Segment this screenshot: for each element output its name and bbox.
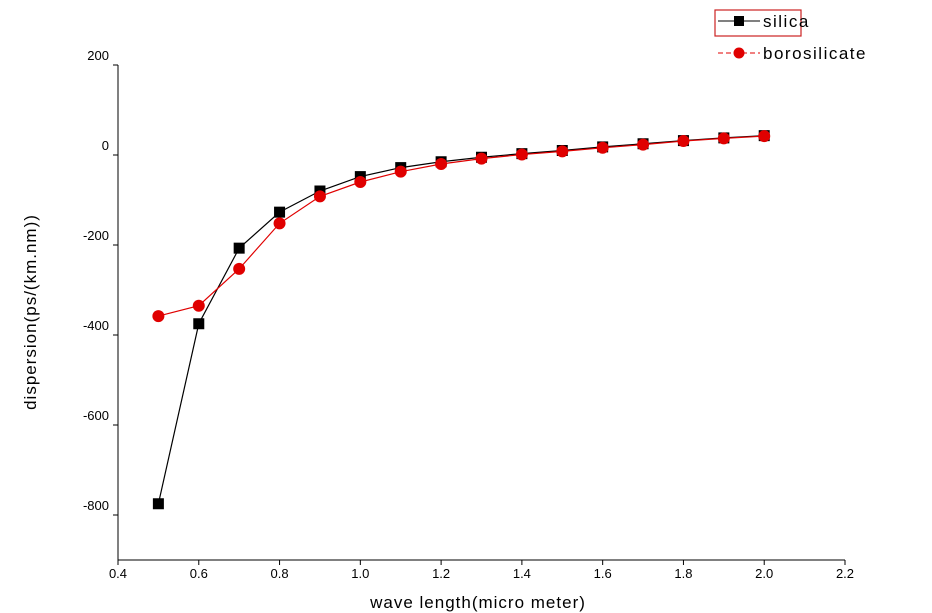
series-borosilicate — [152, 130, 771, 323]
y-tick-label: -800 — [83, 498, 109, 513]
data-point-borosilicate — [273, 217, 286, 230]
x-tick-label: 1.6 — [594, 566, 612, 581]
data-point-borosilicate — [354, 176, 367, 188]
x-tick-label: 0.8 — [271, 566, 289, 581]
legend: silica borosilicate — [714, 9, 867, 63]
data-point-borosilicate — [637, 138, 650, 151]
data-point-borosilicate — [556, 145, 569, 158]
data-point-silica — [233, 242, 245, 254]
data-point-silica — [274, 206, 286, 218]
legend-label-silica: silica — [763, 12, 810, 31]
x-tick-label: 1.8 — [674, 566, 692, 581]
legend-highlight-box — [714, 9, 802, 37]
ticks: 200 0 -200 -400 -600 -800 0.4 0.6 0.8 1.0 1.2 1.4 1.… — [83, 48, 854, 581]
legend-entry-silica: silica — [718, 12, 810, 31]
data-point-borosilicate — [717, 132, 730, 145]
data-point-borosilicate — [152, 310, 165, 323]
data-point-silica — [152, 498, 164, 510]
y-tick-label: -200 — [83, 228, 109, 243]
legend-marker-silica — [734, 16, 744, 26]
x-tick-label: 1.2 — [432, 566, 450, 581]
series-line-silica — [157, 135, 765, 504]
data-point-borosilicate — [394, 165, 407, 178]
x-axis-title: wave length(micro meter) — [369, 593, 586, 612]
y-tick-label: -600 — [83, 408, 109, 423]
legend-entry-borosilicate: borosilicate — [718, 44, 867, 63]
y-tick-label: 200 — [87, 48, 109, 63]
data-point-borosilicate — [475, 152, 488, 165]
y-tick-label: 0 — [102, 138, 109, 153]
x-tick-label: 0.4 — [109, 566, 127, 581]
x-tick-label: 1.4 — [513, 566, 531, 581]
legend-label-borosilicate: borosilicate — [763, 44, 867, 63]
data-point-borosilicate — [233, 262, 246, 275]
y-axis-title: dispersion(ps/(km.nm)) — [21, 214, 40, 410]
series-layer — [152, 130, 771, 510]
x-tick-label: 2.0 — [755, 566, 773, 581]
data-point-borosilicate — [758, 130, 771, 143]
data-point-silica — [193, 318, 205, 330]
series-line-borosilicate — [158, 135, 765, 317]
data-point-borosilicate — [192, 299, 205, 312]
x-tick-label: 1.0 — [351, 566, 369, 581]
data-point-borosilicate — [435, 158, 448, 170]
data-point-borosilicate — [313, 190, 326, 203]
series-silica — [152, 130, 770, 510]
y-tick-label: -400 — [83, 318, 109, 333]
x-tick-label: 2.2 — [836, 566, 854, 581]
x-tick-label: 0.6 — [190, 566, 208, 581]
legend-marker-borosilicate — [733, 47, 745, 59]
axes — [117, 65, 845, 561]
data-point-borosilicate — [596, 141, 609, 154]
data-point-borosilicate — [515, 148, 528, 161]
data-point-borosilicate — [677, 135, 690, 148]
